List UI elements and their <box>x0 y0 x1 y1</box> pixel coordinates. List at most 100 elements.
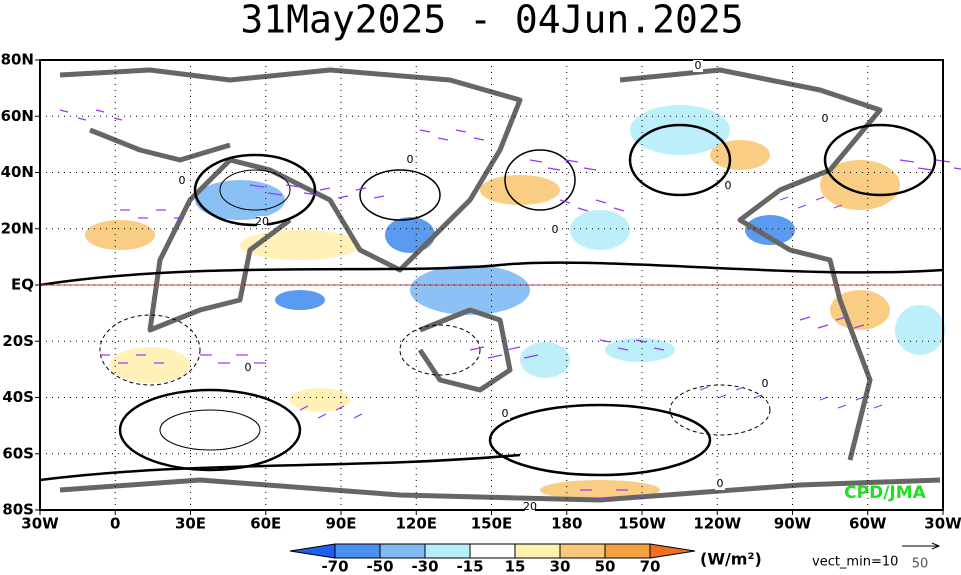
contour-label: 0 <box>762 377 769 390</box>
lon-label: 90W <box>774 515 812 533</box>
wind-vector <box>583 167 597 171</box>
contour-label-bg <box>760 378 770 390</box>
colorbar-segment <box>424 543 471 559</box>
lat-label: 80S <box>2 501 34 519</box>
colorbar-label: 50 <box>595 558 616 575</box>
lon-label: 180 <box>551 515 582 533</box>
wind-vector <box>59 109 69 113</box>
wind-vector <box>899 159 915 163</box>
colorbar-label: -70 <box>321 558 348 575</box>
contour-label: 0 <box>502 407 509 420</box>
wind-vector <box>249 184 265 188</box>
lat-label: 20N <box>1 219 34 237</box>
wind-vector <box>699 386 709 391</box>
wind-vector <box>317 413 327 419</box>
contour-label: 0 <box>725 179 732 192</box>
colorbar-segment <box>604 543 651 559</box>
contour-label: 0 <box>717 477 724 490</box>
wind-vector <box>529 159 543 163</box>
lon-label: 60W <box>849 515 887 533</box>
wind-vector <box>77 117 87 121</box>
map: CPD/JMA 0 0 0 20 0 0 0 0 0 0 0 20 <box>39 59 961 513</box>
colorbar: -70 -50 -30 -15 15 30 50 70 <box>289 543 696 575</box>
contours <box>39 123 944 482</box>
wind-vector <box>319 187 331 191</box>
colorbar-end <box>289 543 336 559</box>
contour-label-bg <box>243 362 253 374</box>
wind-vector <box>917 167 933 171</box>
lat-label: 20S <box>2 332 34 350</box>
wind-vector <box>559 199 571 204</box>
lat-label: 80N <box>1 51 34 69</box>
wind-vector <box>337 195 349 199</box>
wind-vector <box>335 405 345 411</box>
wind-vector <box>595 199 607 204</box>
colorbar-label: 15 <box>505 558 526 575</box>
contour-label-bg <box>525 501 535 513</box>
colorbar-segment <box>469 543 516 559</box>
colorbar-segment <box>559 543 606 559</box>
reference-vector-label: 50 <box>912 557 929 572</box>
coastlines <box>59 67 941 503</box>
reference-arrowhead <box>931 542 941 550</box>
wind-vector <box>873 404 883 409</box>
lon-label: 150E <box>471 515 513 533</box>
wind-vector <box>547 167 561 171</box>
wind-vector <box>473 137 485 141</box>
unit-label: (W/m²) <box>700 550 762 569</box>
contour-label: 0 <box>245 361 252 374</box>
contour-label-bg <box>693 60 703 72</box>
vect-min-label: vect_min=10 <box>812 555 898 570</box>
colorbar-label: 70 <box>640 558 661 575</box>
wind-vector <box>617 347 629 351</box>
contour-label-bg <box>257 216 267 228</box>
wind-vector <box>613 207 625 212</box>
contour-label: 0 <box>407 153 414 166</box>
wind-vector <box>653 347 665 351</box>
wind-vector <box>95 109 105 113</box>
lon-label: 60E <box>250 515 281 533</box>
contour-label-bg <box>500 408 510 420</box>
colorbar-label: -15 <box>456 558 483 575</box>
wind-vector <box>735 386 745 391</box>
lat-label: 40S <box>2 388 34 406</box>
wind-vector <box>267 192 283 196</box>
lat-label: EQ <box>11 276 34 294</box>
contour-label-bg <box>550 224 560 236</box>
wind-vector <box>285 184 301 188</box>
wind-vector <box>355 187 367 191</box>
wind-vector <box>505 346 521 351</box>
wind-vector <box>717 394 727 399</box>
wind-vector <box>753 394 763 399</box>
contour-label-bg <box>820 113 830 125</box>
colorbar-segment <box>514 543 561 559</box>
contour-label-bg <box>723 180 733 192</box>
wind-vector <box>817 324 829 329</box>
wind-vector <box>303 192 319 196</box>
contour-label: 0 <box>179 174 186 187</box>
colorbar-label: -50 <box>366 558 393 575</box>
wind-vector <box>455 129 467 133</box>
wind-vector <box>373 195 385 199</box>
colorbar-label: 30 <box>550 558 571 575</box>
lat-label: 40N <box>1 163 34 181</box>
lat-label: 60S <box>2 444 34 462</box>
lon-label: 90E <box>325 515 356 533</box>
wind-vector <box>487 354 503 359</box>
lon-label: 30W <box>21 515 59 533</box>
lon-label: 150W <box>618 515 666 533</box>
wind-vector <box>799 316 811 321</box>
wind-vector <box>437 137 449 141</box>
contour-label-bg <box>177 175 187 187</box>
wind-vector <box>419 129 431 133</box>
wind-vector <box>833 204 843 209</box>
wind-vector <box>853 324 865 329</box>
wind-vector <box>837 404 847 409</box>
wind-vectors <box>59 109 961 499</box>
contour-label: 20 <box>523 500 537 513</box>
wind-vector <box>815 196 825 201</box>
colorbar-segment <box>334 543 381 559</box>
title: 31May2025 - 04Jun.2025 <box>240 0 743 42</box>
contour-label: 0 <box>822 112 829 125</box>
